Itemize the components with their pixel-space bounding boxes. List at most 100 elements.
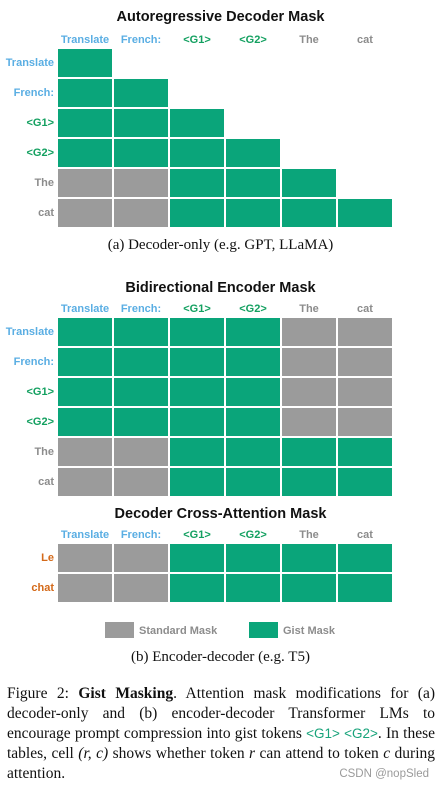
panel_a-cell-2-0 (57, 108, 113, 138)
legend-gist-swatch (249, 622, 278, 638)
panel_b-col-label-5: cat (357, 303, 373, 315)
panel_a-row-label-3: <G2> (26, 147, 54, 159)
panel_b-cell-4-2 (169, 437, 225, 467)
panel_b-row-label-4: The (34, 446, 54, 458)
panel_c-col-label-5: cat (357, 529, 373, 541)
caption-part3: shows whether token (108, 745, 250, 762)
legend-gist-label: Gist Mask (283, 625, 335, 637)
panel_b-cell-4-1 (113, 437, 169, 467)
panel_b-cell-3-0 (57, 407, 113, 437)
panel_b-cell-2-1 (113, 377, 169, 407)
caption-token-g1: <G1> (306, 726, 340, 741)
panel_a-cell-5-4 (281, 198, 337, 228)
panel_a-cell-5-3 (225, 198, 281, 228)
panel_b-col-label-3: <G2> (239, 303, 267, 315)
panel_b-cell-2-0 (57, 377, 113, 407)
panel_a-cell-5-5 (337, 198, 393, 228)
panel_b-col-label-1: French: (120, 303, 162, 315)
panel_b-cell-5-4 (281, 467, 337, 497)
caption-part2: . In these tables, cell (7, 725, 436, 762)
panel_c-row-label-0: Le (41, 552, 54, 564)
panel_b-cell-0-0 (57, 317, 113, 347)
panel_a-cell-2-2 (169, 108, 225, 138)
panel_b-cell-5-2 (169, 467, 225, 497)
panel_c-col-label-2: <G1> (183, 529, 211, 541)
panel_a-cell-3-1 (113, 138, 169, 168)
panel_b-cell-0-5 (337, 317, 393, 347)
caption-prefix: Figure 2: (7, 685, 79, 702)
panel_b-cell-4-0 (57, 437, 113, 467)
panel_c-cell-1-4 (281, 573, 337, 603)
panel_b-row-label-5: cat (38, 476, 54, 488)
panel_a-row-label-2: <G1> (26, 117, 54, 129)
panel-a-caption: (a) Decoder-only (e.g. GPT, LLaMA) (107, 237, 334, 253)
panel_c-cell-1-0 (57, 573, 113, 603)
panel_a-row-label-0: Translate (5, 57, 54, 69)
panel_a-col-label-2: <G1> (183, 34, 211, 46)
panel_a-row-label-4: The (34, 177, 54, 189)
panel_b-row-label-2: <G1> (26, 386, 54, 398)
caption-bold: Gist Masking (78, 685, 174, 702)
panel_b-col-label-0: Translate (60, 303, 110, 315)
panel-b-caption: (b) Encoder-decoder (e.g. T5) (131, 649, 310, 665)
panel_b-cell-5-3 (225, 467, 281, 497)
panel_a-cell-4-1 (113, 168, 169, 198)
panel_b-cell-2-2 (169, 377, 225, 407)
panel_a-cell-3-0 (57, 138, 113, 168)
panel_b-cell-1-3 (225, 347, 281, 377)
panel_a-col-label-3: <G2> (239, 34, 267, 46)
panel_b-cell-0-1 (113, 317, 169, 347)
watermark: CSDN @nopSled (339, 768, 429, 780)
panel_b-cell-2-4 (281, 377, 337, 407)
panel_b-cell-1-5 (337, 347, 393, 377)
panel_a-cell-4-3 (225, 168, 281, 198)
panel_b-cell-0-3 (225, 317, 281, 347)
panel_b-cell-0-2 (169, 317, 225, 347)
panel_c-col-label-1: French: (120, 529, 162, 541)
legend-standard-label: Standard Mask (139, 625, 218, 637)
panel_b-col-label-2: <G1> (183, 303, 211, 315)
panel-c-title: Decoder Cross-Attention Mask (114, 506, 327, 522)
panel_b-cell-3-3 (225, 407, 281, 437)
panel-a-title: Autoregressive Decoder Mask (116, 9, 325, 25)
figure-caption: Figure 2: Gist Masking. Attention mask m… (7, 684, 435, 784)
panel_c-cell-0-3 (225, 543, 281, 573)
panel_b-cell-5-0 (57, 467, 113, 497)
panel_a-cell-5-0 (57, 198, 113, 228)
panel_b-cell-3-1 (113, 407, 169, 437)
panel_a-cell-2-1 (113, 108, 169, 138)
panel_c-row-label-1: chat (31, 582, 54, 594)
legend-standard-swatch (105, 622, 134, 638)
panel_b-col-label-4: The (299, 303, 319, 315)
panel_a-col-label-5: cat (357, 34, 373, 46)
panel_c-col-label-3: <G2> (239, 529, 267, 541)
caption-math-rc: (r, c) (78, 745, 109, 762)
panel_c-cell-1-3 (225, 573, 281, 603)
panel_c-cell-1-5 (337, 573, 393, 603)
panel_a-col-label-1: French: (120, 34, 162, 46)
panel_a-row-label-1: French: (13, 87, 54, 99)
panel_b-cell-4-5 (337, 437, 393, 467)
panel_a-cell-4-0 (57, 168, 113, 198)
panel-b-title: Bidirectional Encoder Mask (125, 280, 316, 296)
panel_b-cell-2-5 (337, 377, 393, 407)
panel_a-cell-3-3 (225, 138, 281, 168)
panel_b-row-label-1: French: (13, 356, 54, 368)
panel_b-cell-5-5 (337, 467, 393, 497)
panel_b-row-label-3: <G2> (26, 416, 54, 428)
caption-part4: can attend to token (255, 745, 384, 762)
panel_a-cell-5-2 (169, 198, 225, 228)
panel_c-cell-1-1 (113, 573, 169, 603)
panel_c-col-label-0: Translate (60, 529, 110, 541)
panel_a-row-label-5: cat (38, 207, 54, 219)
panel_b-cell-1-4 (281, 347, 337, 377)
caption-token-g2: <G2> (344, 726, 378, 741)
caption-math-c: c (383, 745, 391, 762)
panel_a-cell-1-0 (57, 78, 113, 108)
panel_b-cell-4-4 (281, 437, 337, 467)
panel_c-cell-0-0 (57, 543, 113, 573)
panel_b-cell-3-2 (169, 407, 225, 437)
panel_b-cell-2-3 (225, 377, 281, 407)
panel_b-cell-3-5 (337, 407, 393, 437)
caption-part5: during attention. (7, 745, 436, 782)
